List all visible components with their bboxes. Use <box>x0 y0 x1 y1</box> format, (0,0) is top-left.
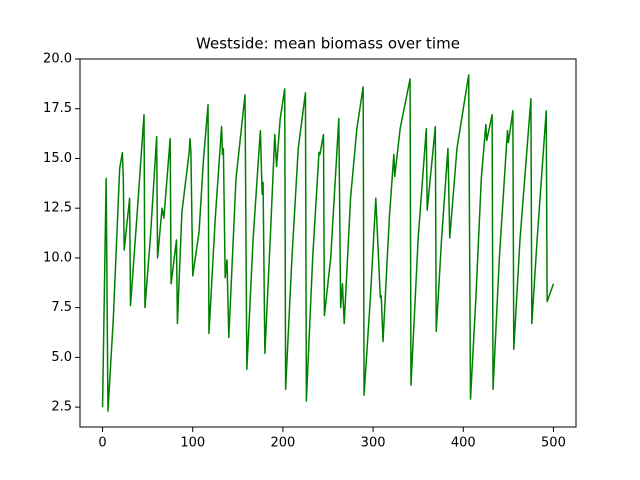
x-tick-label: 0 <box>98 436 106 451</box>
y-tick-label: 12.5 <box>43 201 72 216</box>
plot-frame <box>79 58 577 428</box>
x-tick-label: 500 <box>541 436 566 451</box>
x-tick-label: 400 <box>451 436 476 451</box>
y-tick-label: 10.0 <box>43 250 72 265</box>
y-tick-label: 2.5 <box>51 400 72 415</box>
data-line <box>101 74 555 412</box>
y-tick-label: 7.5 <box>51 300 72 315</box>
x-tick-label: 200 <box>270 436 295 451</box>
x-tick-label: 100 <box>180 436 205 451</box>
y-tick-label: 20.0 <box>43 52 72 67</box>
chart-title: Westside: mean biomass over time <box>196 35 460 53</box>
x-tick-label: 300 <box>361 436 386 451</box>
y-tick-label: 5.0 <box>51 350 72 365</box>
y-tick-label: 17.5 <box>43 101 72 116</box>
y-tick-label: 15.0 <box>43 151 72 166</box>
